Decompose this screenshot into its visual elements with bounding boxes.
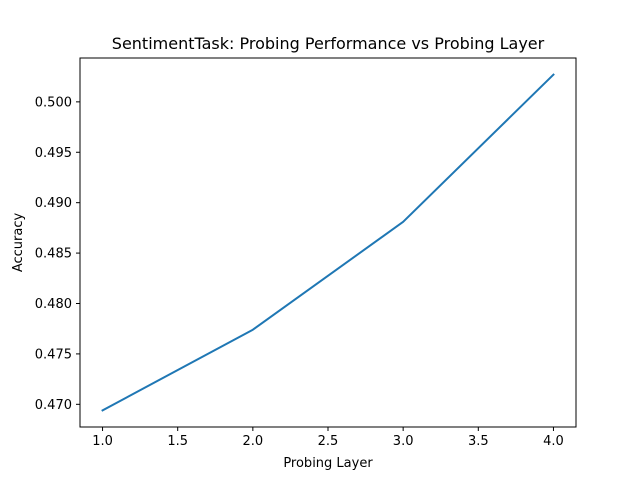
series-line <box>101 73 555 412</box>
chart-title: SentimentTask: Probing Performance vs Pr… <box>112 34 545 53</box>
y-tick-label: 0.480 <box>35 297 72 312</box>
y-tick-label: 0.470 <box>35 398 72 413</box>
x-tick-label: 3.0 <box>393 434 414 449</box>
x-tick-label: 4.0 <box>543 434 564 449</box>
y-axis-label: Accuracy <box>11 213 26 273</box>
plot-area: 1.0 1.5 2.0 2.5 3.0 3.5 4.0 0.470 0.475 0.480 0.48… <box>35 73 564 449</box>
x-tick-label: 1.0 <box>92 434 113 449</box>
x-tick-label: 3.5 <box>468 434 489 449</box>
y-tick-label: 0.475 <box>35 347 72 362</box>
x-tick-label: 2.5 <box>318 434 339 449</box>
y-tick-label: 0.500 <box>35 95 72 110</box>
plot-frame <box>79 57 577 428</box>
y-tick-label: 0.495 <box>35 146 72 161</box>
y-tick-label: 0.490 <box>35 196 72 211</box>
x-axis-label: Probing Layer <box>283 456 373 471</box>
x-tick-label: 2.0 <box>243 434 264 449</box>
x-tick-label: 1.5 <box>167 434 188 449</box>
y-tick-label: 0.485 <box>35 247 72 262</box>
